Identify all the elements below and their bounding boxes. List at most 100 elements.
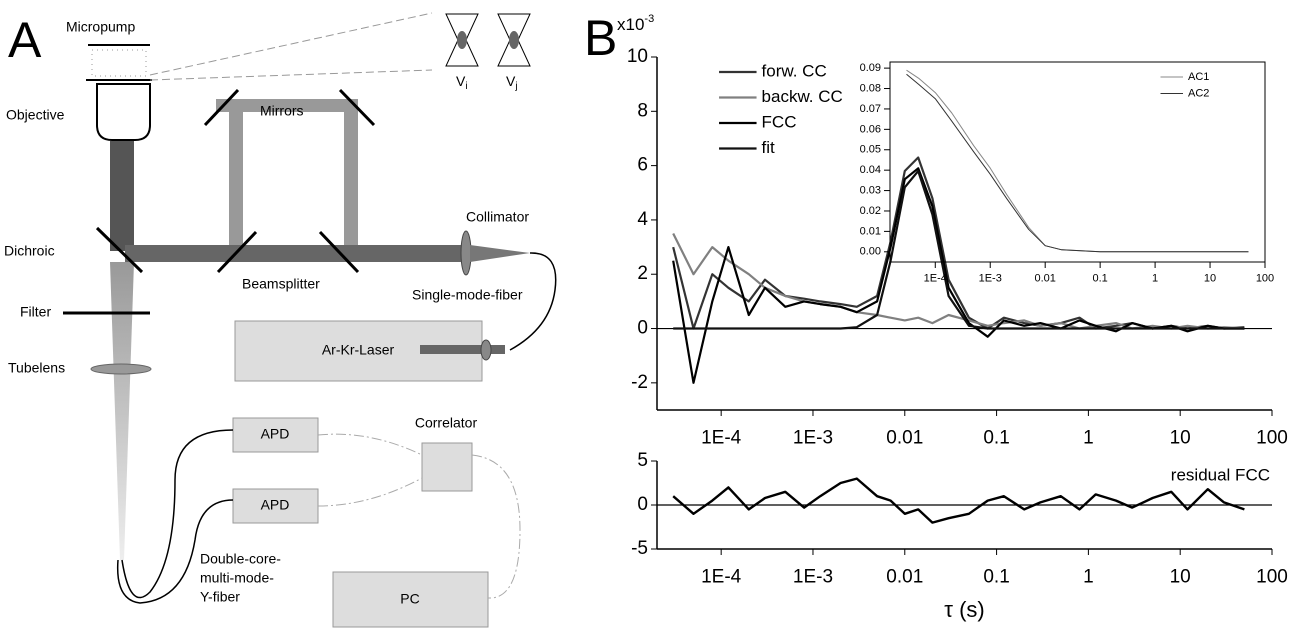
label: Vi <box>456 73 468 92</box>
label: j <box>514 81 517 92</box>
x-tick-label: 1E-3 <box>793 567 833 588</box>
legend-label: AC1 <box>1188 71 1209 83</box>
x-tick-label: 100 <box>1256 272 1274 284</box>
y-multiplier-exp: -3 <box>644 13 654 25</box>
x-tick-label: 1E-3 <box>793 428 833 449</box>
x-tick-label: 0.1 <box>983 428 1009 449</box>
beamsplitter <box>216 230 258 274</box>
label: Double-core- <box>200 551 281 567</box>
x-tick-label: 100 <box>1256 428 1288 449</box>
tubelens <box>90 363 152 375</box>
focus-spot <box>509 31 519 49</box>
x-tick-label: 10 <box>1204 272 1216 284</box>
x-tick-label: 0.1 <box>1092 272 1107 284</box>
y-tick-label: 0.08 <box>860 82 881 94</box>
x-tick-label: 100 <box>1256 567 1288 588</box>
beam <box>216 99 358 112</box>
legend-label: forw. CC <box>762 61 827 80</box>
label: Filter <box>20 304 51 320</box>
label: Single-mode-fiber <box>412 287 523 303</box>
y-multiplier: x10 <box>617 15 644 34</box>
panel-label: A <box>8 12 42 68</box>
y-tick-label: 0.03 <box>860 184 881 196</box>
label: Beamsplitter <box>242 276 320 292</box>
beam <box>470 245 530 262</box>
apd <box>232 417 319 453</box>
focus-spot <box>457 31 467 49</box>
y-tick-label: 4 <box>637 209 648 230</box>
series-line <box>672 167 1245 384</box>
x-tick-label: 10 <box>1170 428 1191 449</box>
x-tick-label: 1E-3 <box>979 272 1002 284</box>
y-tick-label: 0 <box>637 318 648 339</box>
mirror <box>203 88 240 127</box>
dichroic <box>95 226 144 274</box>
objective <box>96 83 151 141</box>
plot-frame <box>889 61 1266 263</box>
y-tick-label: 0.02 <box>860 205 881 217</box>
label: APD <box>261 426 290 442</box>
beam <box>110 262 134 560</box>
y-tick-label: -2 <box>631 372 648 393</box>
lens <box>480 339 492 361</box>
y-tick-label: 0 <box>637 494 648 515</box>
zoom-line <box>149 12 433 76</box>
legend-label: AC2 <box>1188 87 1209 99</box>
y-tick-label: 10 <box>627 46 648 67</box>
legend-label: residual FCC <box>1171 465 1270 484</box>
collimator <box>460 230 472 276</box>
beam <box>125 245 465 262</box>
legend-label: backw. CC <box>762 87 843 106</box>
beam <box>110 141 134 251</box>
y-tick-label: 5 <box>637 450 648 471</box>
pump-drops <box>91 49 147 77</box>
legend-label: FCC <box>762 112 797 131</box>
beam <box>420 345 505 354</box>
y-multiplier: x10-3 <box>617 13 654 35</box>
label: multi-mode- <box>200 570 274 586</box>
x-tick-label: 1E-4 <box>924 272 947 284</box>
y-tick-label: 0.00 <box>860 246 881 258</box>
series-line <box>906 73 1249 253</box>
label: APD <box>261 497 290 513</box>
cable <box>317 433 521 599</box>
label: Vj <box>506 73 518 92</box>
y-tick-label: 0.01 <box>860 225 881 237</box>
label: Correlator <box>415 415 478 431</box>
x-axis-label: τ (s) <box>944 597 984 622</box>
label: Mirrors <box>260 103 304 119</box>
label: V <box>506 73 516 89</box>
y-tick-label: 0.05 <box>860 144 881 156</box>
legend-label: fit <box>762 138 776 157</box>
series-line <box>672 477 1245 524</box>
x-tick-label: 10 <box>1170 567 1191 588</box>
correlator <box>421 442 473 492</box>
y-tick-label: 0.07 <box>860 103 881 115</box>
series-line <box>673 169 1245 330</box>
y-tick-label: -5 <box>631 538 648 559</box>
label: i <box>465 81 467 92</box>
zoom-line <box>149 69 433 81</box>
label: PC <box>400 591 419 607</box>
label: Dichroic <box>4 243 55 259</box>
apd <box>232 488 319 524</box>
y-tick-label: 8 <box>637 100 648 121</box>
x-tick-label: 0.01 <box>886 567 923 588</box>
y-tick-label: 0.09 <box>860 62 881 74</box>
label: Objective <box>6 107 65 123</box>
x-tick-label: 1 <box>1083 567 1094 588</box>
series-line <box>672 156 1245 330</box>
label: Collimator <box>466 209 529 225</box>
label: Tubelens <box>8 360 65 376</box>
x-tick-label: 1E-4 <box>701 567 742 588</box>
beam <box>344 99 358 245</box>
x-tick-label: 0.1 <box>983 567 1009 588</box>
label: Ar-Kr-Laser <box>322 342 395 358</box>
x-tick-label: 1 <box>1083 428 1094 449</box>
y-fiber <box>116 429 234 604</box>
beam <box>229 99 243 245</box>
panel-a: A Micropump Vi Vj Objective Mirrors Dich… <box>4 12 557 628</box>
mirror <box>338 88 376 127</box>
y-tick-label: 0.04 <box>860 164 881 176</box>
